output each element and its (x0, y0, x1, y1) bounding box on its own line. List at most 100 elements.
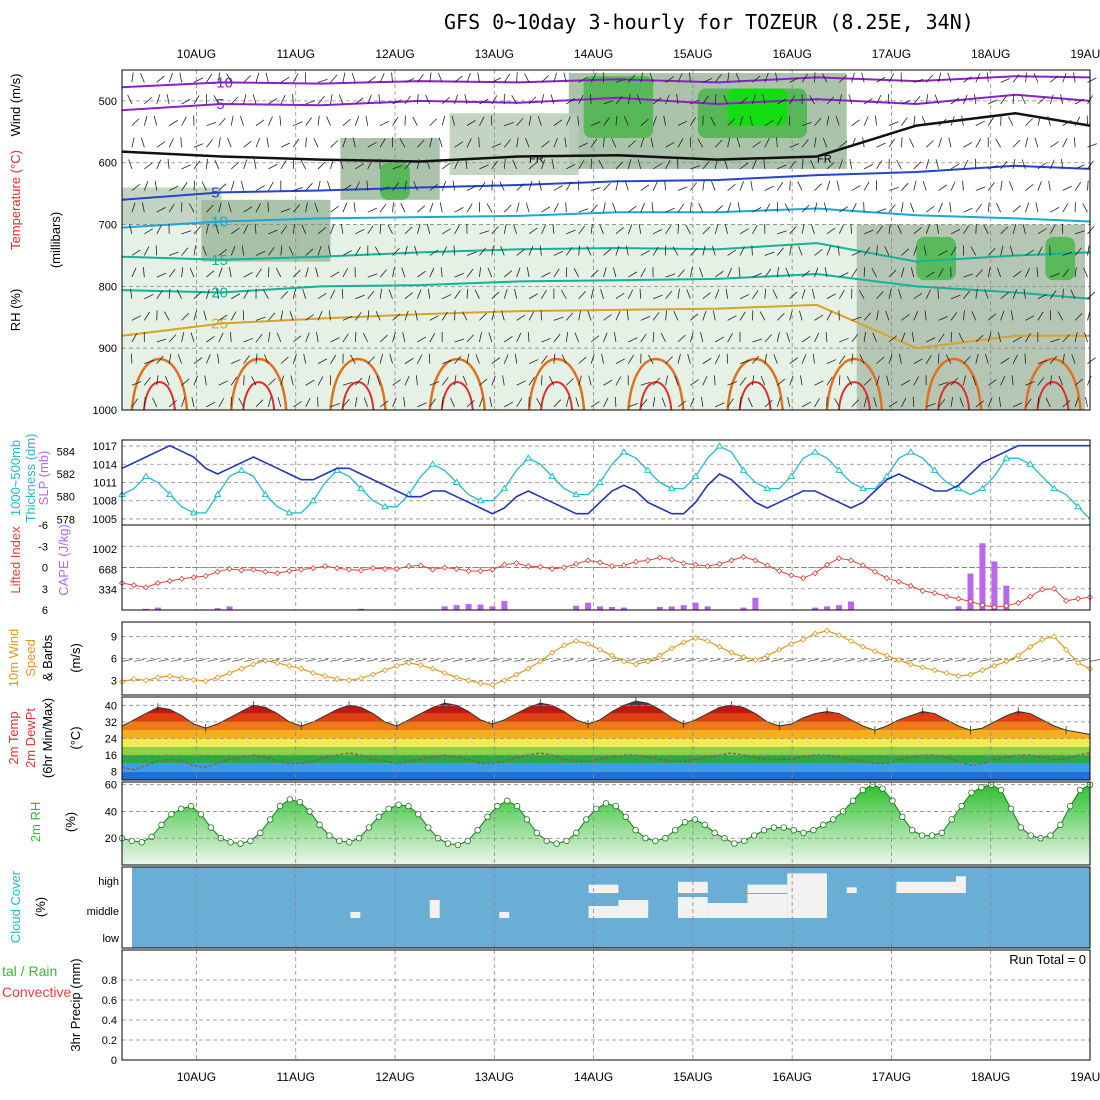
wind10-barb (955, 659, 966, 662)
wind-barb (305, 379, 315, 386)
wind-barb (504, 401, 514, 408)
wind-barb (739, 228, 749, 235)
wind-barb (725, 288, 729, 299)
slp-marker (213, 490, 222, 498)
wind10-marker (752, 656, 759, 664)
boundary-layer-contour (440, 381, 474, 411)
wind-barb (417, 354, 423, 364)
wind-barb (911, 332, 915, 343)
wind-barb (913, 245, 918, 256)
wind-barb (566, 98, 575, 105)
wind-barb (615, 115, 618, 126)
wind-barb (801, 158, 804, 169)
wind10-barb (710, 659, 721, 662)
wind10-marker (692, 634, 699, 642)
wind-barb (714, 270, 724, 278)
wind-barb (789, 95, 796, 105)
wind-barb (144, 97, 153, 105)
wind-barb (280, 291, 288, 300)
wind-barb (466, 268, 474, 278)
wind-barb (437, 72, 443, 83)
wind-barb (677, 73, 683, 83)
wind-barb (900, 202, 904, 213)
cape-bar (154, 607, 161, 610)
wind-barb (652, 331, 655, 343)
cape-bar (680, 605, 687, 610)
wind-barb (764, 268, 772, 278)
wind-barb (776, 397, 781, 408)
temperature-label: Temperature (°C) (8, 150, 23, 250)
wind-barb (950, 294, 961, 300)
wind-barb (367, 273, 378, 278)
wind-barb (876, 375, 880, 386)
wind-barb (144, 294, 154, 300)
wind-barb (327, 180, 331, 191)
wind-barb (628, 74, 636, 83)
wind-barb (963, 76, 972, 83)
wind-barb (811, 288, 815, 299)
wind-barb (528, 162, 537, 170)
wind-barb (801, 289, 806, 299)
wind-barb (578, 208, 589, 213)
wind-barb (603, 182, 611, 191)
cloud-middle-bar (429, 900, 440, 918)
rh2m-marker (780, 824, 787, 831)
li-marker (1051, 585, 1058, 592)
rh2m-label: 2m RH (28, 802, 43, 842)
slp-marker (620, 448, 628, 455)
wind-barb (230, 162, 240, 170)
wind-barb (342, 137, 347, 148)
cloud-level-label: high (98, 876, 119, 888)
wind-barb (317, 227, 327, 235)
wind-barb (317, 78, 328, 83)
wind-barb (814, 314, 824, 321)
wind-barb (263, 289, 269, 299)
wind10-marker (764, 652, 771, 659)
wind-barb (462, 375, 468, 386)
wind-barb (441, 115, 446, 126)
wind-barb (401, 267, 406, 278)
wind10-barb (844, 659, 856, 662)
wind-barb (565, 332, 569, 343)
wind-barb (824, 267, 828, 278)
wind-barb (690, 247, 698, 256)
wind-barb (975, 334, 984, 343)
wind-barb (528, 246, 534, 256)
wind10-barb (232, 659, 243, 662)
wind-barb (862, 137, 865, 148)
cape-tick-label: 1002 (93, 544, 117, 556)
li-marker (298, 566, 305, 573)
wind-barb (628, 271, 638, 278)
wind-barb (404, 180, 407, 191)
wind-barb (454, 338, 465, 343)
wind-barb (665, 207, 675, 213)
wind-barb (218, 380, 228, 386)
date-label-bottom: 19AUG (1070, 1070, 1100, 1084)
wind-barb (578, 160, 585, 170)
wind-barb (255, 268, 262, 278)
wind-barb (949, 202, 952, 213)
wind-barb (1049, 290, 1057, 299)
wind-barb (552, 223, 555, 234)
cloud-label: Cloud Cover (8, 870, 23, 943)
wind-barb (1000, 357, 1010, 364)
wind-barb (230, 96, 239, 105)
cape-bar (501, 600, 508, 610)
rh2m-marker (889, 797, 896, 804)
wind-barb (714, 354, 721, 364)
li-marker (644, 557, 651, 564)
wind-barb (700, 332, 704, 343)
wind-barb (342, 316, 353, 321)
li-marker (345, 566, 353, 573)
wind-barb (452, 180, 455, 191)
wind-barb (876, 225, 883, 235)
li-tick-label: -3 (38, 541, 48, 553)
wind-barb (565, 312, 574, 321)
rh2m-marker (1057, 821, 1064, 829)
temp2m-tick-label: 24 (105, 734, 117, 746)
wind10-marker (286, 662, 293, 669)
wind-barb (950, 181, 956, 191)
wind-barb (727, 267, 733, 278)
li-marker (489, 566, 496, 573)
wind-barb (590, 401, 600, 408)
